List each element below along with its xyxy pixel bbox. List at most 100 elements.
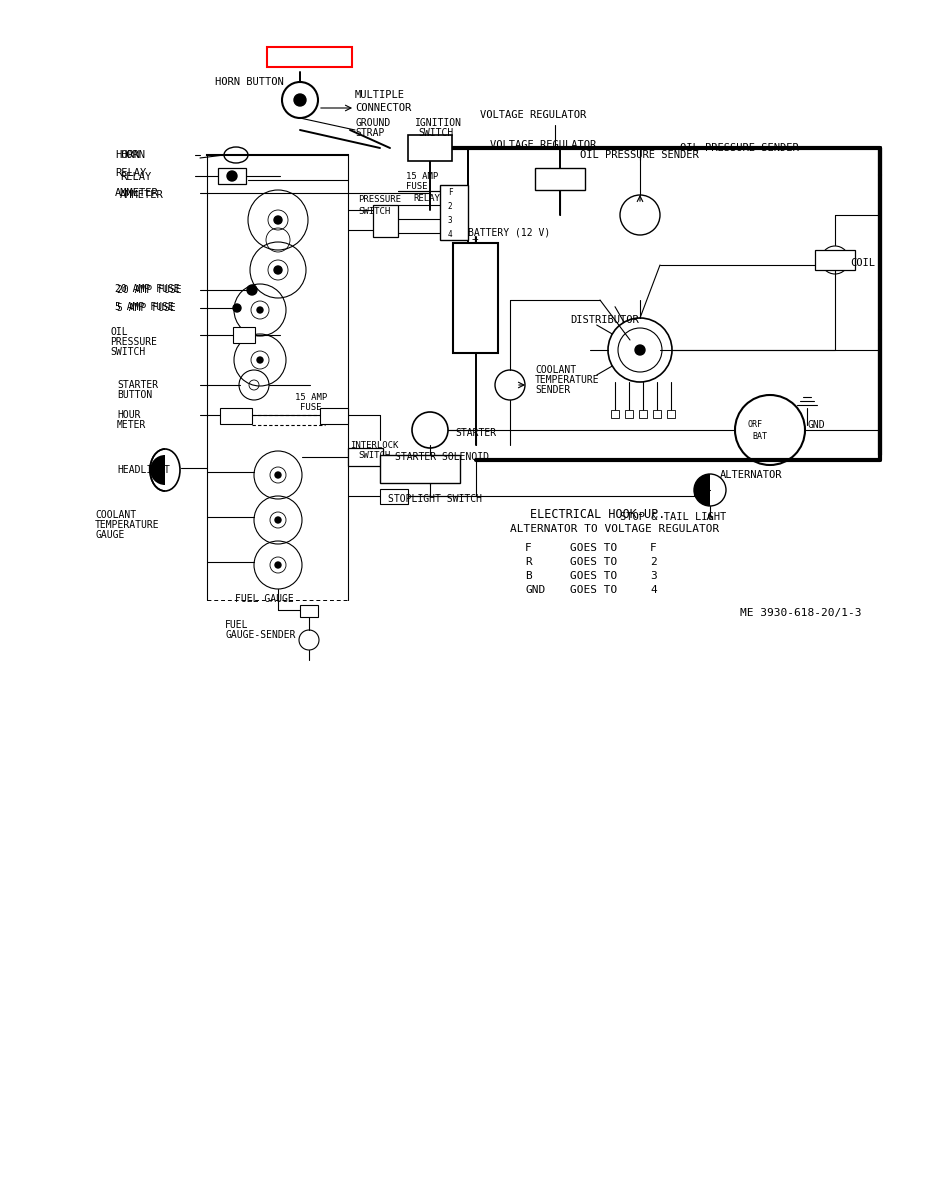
- Text: GAUGE-SENDER: GAUGE-SENDER: [225, 630, 296, 640]
- Bar: [408, 135, 452, 161]
- Text: GOES TO: GOES TO: [570, 543, 617, 553]
- Text: COIL: COIL: [850, 257, 875, 268]
- Text: 4: 4: [447, 230, 452, 239]
- Circle shape: [275, 562, 281, 568]
- Text: STARTER: STARTER: [455, 428, 496, 438]
- Text: CONNECTOR: CONNECTOR: [355, 103, 411, 113]
- Text: 20 AMP FUSE: 20 AMP FUSE: [117, 285, 182, 295]
- Text: OIL PRESSURE SENDER: OIL PRESSURE SENDER: [580, 150, 699, 160]
- Text: INTERLOCK: INTERLOCK: [350, 442, 399, 450]
- Text: VOLTAGE REGULATOR: VOLTAGE REGULATOR: [480, 109, 586, 120]
- Text: GOES TO: GOES TO: [570, 585, 617, 595]
- Text: TEMPERATURE: TEMPERATURE: [95, 520, 160, 531]
- Bar: [453, 243, 498, 352]
- Circle shape: [275, 517, 281, 523]
- Circle shape: [275, 472, 281, 478]
- Text: RELAY: RELAY: [115, 168, 146, 178]
- Bar: [220, 408, 252, 423]
- Text: BUTTON: BUTTON: [117, 390, 153, 401]
- Text: SWITCH: SWITCH: [358, 451, 390, 460]
- Text: PRESSURE: PRESSURE: [358, 195, 401, 205]
- Text: F: F: [650, 543, 657, 553]
- Text: STOP & TAIL LIGHT: STOP & TAIL LIGHT: [620, 512, 726, 522]
- Text: RELAY: RELAY: [120, 172, 152, 182]
- Text: COOLANT: COOLANT: [95, 510, 136, 520]
- Text: METER: METER: [117, 420, 146, 429]
- Circle shape: [274, 217, 282, 224]
- Text: +: +: [472, 235, 478, 244]
- Circle shape: [829, 254, 841, 266]
- Text: 20 AMP FUSE: 20 AMP FUSE: [115, 284, 180, 294]
- Text: BATTERY (12 V): BATTERY (12 V): [468, 227, 550, 237]
- Text: 4: 4: [650, 585, 657, 595]
- Bar: [380, 455, 460, 482]
- Text: DISTRIBUTOR: DISTRIBUTOR: [570, 315, 638, 325]
- Bar: [440, 185, 468, 241]
- Text: IGNITION: IGNITION: [415, 118, 462, 128]
- Text: SWITCH: SWITCH: [418, 128, 453, 138]
- Text: VOLTAGE REGULATOR: VOLTAGE REGULATOR: [490, 140, 596, 150]
- Text: STOPLIGHT SWITCH: STOPLIGHT SWITCH: [388, 494, 482, 504]
- Text: R: R: [525, 557, 532, 567]
- Text: ME 3930-618-20/1-3: ME 3930-618-20/1-3: [740, 608, 861, 618]
- Text: BAT: BAT: [752, 432, 767, 442]
- Text: B: B: [525, 571, 532, 581]
- Text: 5 AMP FUSE: 5 AMP FUSE: [117, 303, 176, 313]
- Text: GROUND: GROUND: [355, 118, 390, 128]
- Text: COOLANT: COOLANT: [535, 365, 577, 375]
- Text: FUSE: FUSE: [300, 403, 321, 411]
- Circle shape: [274, 266, 282, 274]
- Bar: [639, 410, 647, 417]
- Text: GND: GND: [807, 420, 825, 429]
- Circle shape: [257, 307, 263, 313]
- Text: SWITCH: SWITCH: [110, 346, 145, 357]
- Bar: [348, 448, 383, 466]
- Circle shape: [294, 94, 306, 106]
- Text: ALTERNATOR: ALTERNATOR: [720, 470, 782, 480]
- Bar: [380, 488, 408, 504]
- Bar: [320, 408, 348, 423]
- Text: PRESSURE: PRESSURE: [110, 337, 157, 346]
- Text: 2: 2: [447, 202, 452, 211]
- Text: FUEL: FUEL: [225, 620, 248, 630]
- Text: GND: GND: [525, 585, 546, 595]
- Bar: [373, 205, 398, 237]
- Bar: [611, 410, 619, 417]
- Text: HEADLIGHT: HEADLIGHT: [117, 466, 169, 475]
- Text: SWITCH: SWITCH: [358, 207, 390, 217]
- Bar: [218, 168, 246, 184]
- Bar: [267, 47, 352, 67]
- Text: STARTER SOLENOID: STARTER SOLENOID: [395, 452, 489, 462]
- Text: F: F: [525, 543, 532, 553]
- Text: 15 AMP: 15 AMP: [406, 172, 438, 180]
- Bar: [233, 327, 255, 343]
- Bar: [815, 250, 855, 269]
- Text: 15 AMP: 15 AMP: [295, 393, 328, 402]
- Text: OIL PRESSURE SENDER: OIL PRESSURE SENDER: [680, 143, 798, 153]
- Text: FUSE: FUSE: [406, 182, 428, 191]
- Text: SENDER: SENDER: [535, 385, 570, 395]
- Text: ALTERNATOR TO VOLTAGE REGULATOR: ALTERNATOR TO VOLTAGE REGULATOR: [510, 525, 719, 534]
- Text: 5 AMP FUSE: 5 AMP FUSE: [115, 302, 174, 312]
- Text: HORN BUTTON: HORN BUTTON: [215, 77, 284, 87]
- Text: FUEL GAUGE: FUEL GAUGE: [235, 594, 294, 604]
- Text: GOES TO: GOES TO: [570, 571, 617, 581]
- Text: F: F: [447, 188, 452, 197]
- Text: AMMETER: AMMETER: [120, 190, 164, 200]
- Circle shape: [635, 345, 645, 355]
- Bar: [653, 410, 661, 417]
- Text: RELAY: RELAY: [413, 194, 440, 203]
- Text: HORN: HORN: [120, 150, 145, 160]
- Circle shape: [227, 171, 237, 180]
- Bar: [300, 605, 318, 617]
- Text: AMMETER: AMMETER: [115, 188, 159, 198]
- Text: STARTER: STARTER: [117, 380, 158, 390]
- Text: HOUR: HOUR: [117, 410, 140, 420]
- Text: 2: 2: [650, 557, 657, 567]
- Text: GOES TO: GOES TO: [570, 557, 617, 567]
- Text: HORN: HORN: [115, 150, 140, 160]
- Text: OIL: OIL: [110, 327, 127, 337]
- Circle shape: [247, 285, 257, 295]
- Circle shape: [233, 304, 241, 312]
- Text: GAUGE: GAUGE: [95, 531, 124, 540]
